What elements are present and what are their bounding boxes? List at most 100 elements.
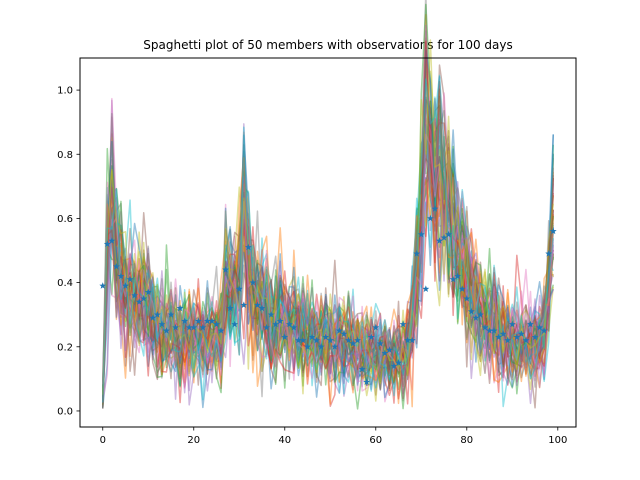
- y-axis: 0.0 0.2 0.4 0.6 0.8 1.0: [57, 86, 80, 417]
- observation-point: [349, 339, 357, 347]
- observation-point: [540, 327, 548, 334]
- ensemble-member-line: [102, 156, 554, 395]
- observation-point: [308, 333, 316, 341]
- observation-point: [477, 311, 484, 318]
- observation-point: [135, 298, 143, 305]
- ensemble-member-line: [102, 40, 554, 404]
- observation-point: [149, 314, 157, 321]
- observation-point: [390, 362, 398, 369]
- ensemble-member-line: [102, 110, 554, 403]
- observation-point: [131, 291, 139, 299]
- observation-point: [549, 227, 557, 235]
- observation-point: [531, 333, 539, 341]
- ensemble-member-line: [102, 63, 554, 397]
- ensemble-member-line: [102, 115, 554, 405]
- ensemble-member-line: [102, 117, 554, 408]
- observation-point: [386, 346, 393, 353]
- observation-point: [508, 320, 516, 328]
- x-tick-label: 100: [548, 435, 567, 446]
- ensemble-members: [102, 0, 554, 410]
- ensemble-member-line: [102, 3, 554, 410]
- ensemble-member-line: [102, 157, 554, 405]
- observation-point: [203, 317, 211, 325]
- ensemble-member-line: [102, 120, 554, 406]
- ensemble-member-line: [102, 147, 554, 408]
- ensemble-member-line: [102, 111, 554, 403]
- observation-point: [172, 323, 179, 331]
- chart-title: Spaghetti plot of 50 members with observ…: [143, 38, 512, 52]
- observation-point: [326, 336, 334, 344]
- ensemble-member-line: [102, 117, 554, 399]
- observation-point: [436, 237, 443, 244]
- observation-point: [190, 323, 198, 331]
- ensemble-member-line: [102, 39, 554, 395]
- x-tick-label: 80: [460, 435, 473, 446]
- observation-point: [331, 343, 339, 350]
- observation-point: [244, 243, 252, 251]
- observation-point: [185, 323, 193, 331]
- observation-point: [495, 333, 503, 341]
- observation-point: [144, 288, 152, 296]
- observation-point: [376, 339, 384, 347]
- observation-point: [181, 317, 189, 325]
- ensemble-member-line: [102, 88, 554, 406]
- observation-point: [235, 285, 243, 292]
- observation-point: [413, 250, 421, 257]
- observation-point: [299, 336, 307, 344]
- ensemble-member-line: [102, 24, 554, 394]
- y-tick-label: 0.2: [57, 342, 73, 353]
- observation-point: [99, 282, 107, 289]
- observation-point: [399, 320, 407, 328]
- observation-point: [467, 307, 475, 315]
- ensemble-member-line: [102, 64, 554, 402]
- ensemble-member-line: [102, 60, 554, 408]
- observation-point: [367, 333, 375, 341]
- observation-point: [463, 295, 471, 302]
- ensemble-member-line: [102, 70, 554, 402]
- x-tick-label: 40: [278, 435, 291, 446]
- observation-point: [449, 275, 457, 283]
- observation-point: [381, 349, 389, 357]
- observation-point: [404, 336, 412, 344]
- observation-point: [322, 333, 330, 341]
- ensemble-member-line: [102, 0, 554, 404]
- observation-point: [281, 333, 289, 341]
- observation-point: [267, 311, 275, 318]
- ensemble-member-line: [102, 92, 554, 393]
- observation-point: [208, 317, 216, 325]
- x-axis: 0 20 40 60 80 100: [100, 427, 567, 446]
- observation-point: [335, 327, 343, 334]
- ensemble-member-line: [102, 65, 554, 402]
- ensemble-member-line: [102, 96, 554, 405]
- observation-point: [176, 304, 184, 312]
- observation-point: [513, 333, 521, 341]
- y-tick-label: 1.0: [57, 86, 73, 97]
- ensemble-member-line: [102, 119, 554, 400]
- ensemble-member-line: [102, 135, 554, 410]
- observation-point: [167, 311, 175, 318]
- ensemble-member-line: [102, 100, 554, 409]
- y-tick-label: 0.0: [57, 406, 73, 417]
- observation-point: [258, 304, 266, 312]
- ensemble-member-line: [102, 30, 554, 396]
- ensemble-member-line: [102, 100, 554, 406]
- ensemble-member-line: [102, 96, 554, 397]
- x-tick-label: 0: [100, 435, 106, 446]
- ensemble-member-line: [102, 120, 554, 408]
- observation-point: [490, 327, 498, 334]
- observation-point: [454, 272, 462, 280]
- observation-point: [249, 279, 257, 286]
- observation-point: [163, 327, 170, 334]
- observation-point: [217, 327, 225, 334]
- observation-point: [140, 295, 148, 302]
- observation-point: [276, 317, 284, 325]
- ensemble-member-line: [102, 74, 554, 408]
- y-tick-label: 0.6: [57, 214, 73, 225]
- observation-point: [345, 336, 352, 344]
- ensemble-member-line: [102, 98, 554, 408]
- observation-point: [354, 336, 361, 344]
- observation-point: [536, 323, 544, 331]
- observation-point: [426, 214, 434, 222]
